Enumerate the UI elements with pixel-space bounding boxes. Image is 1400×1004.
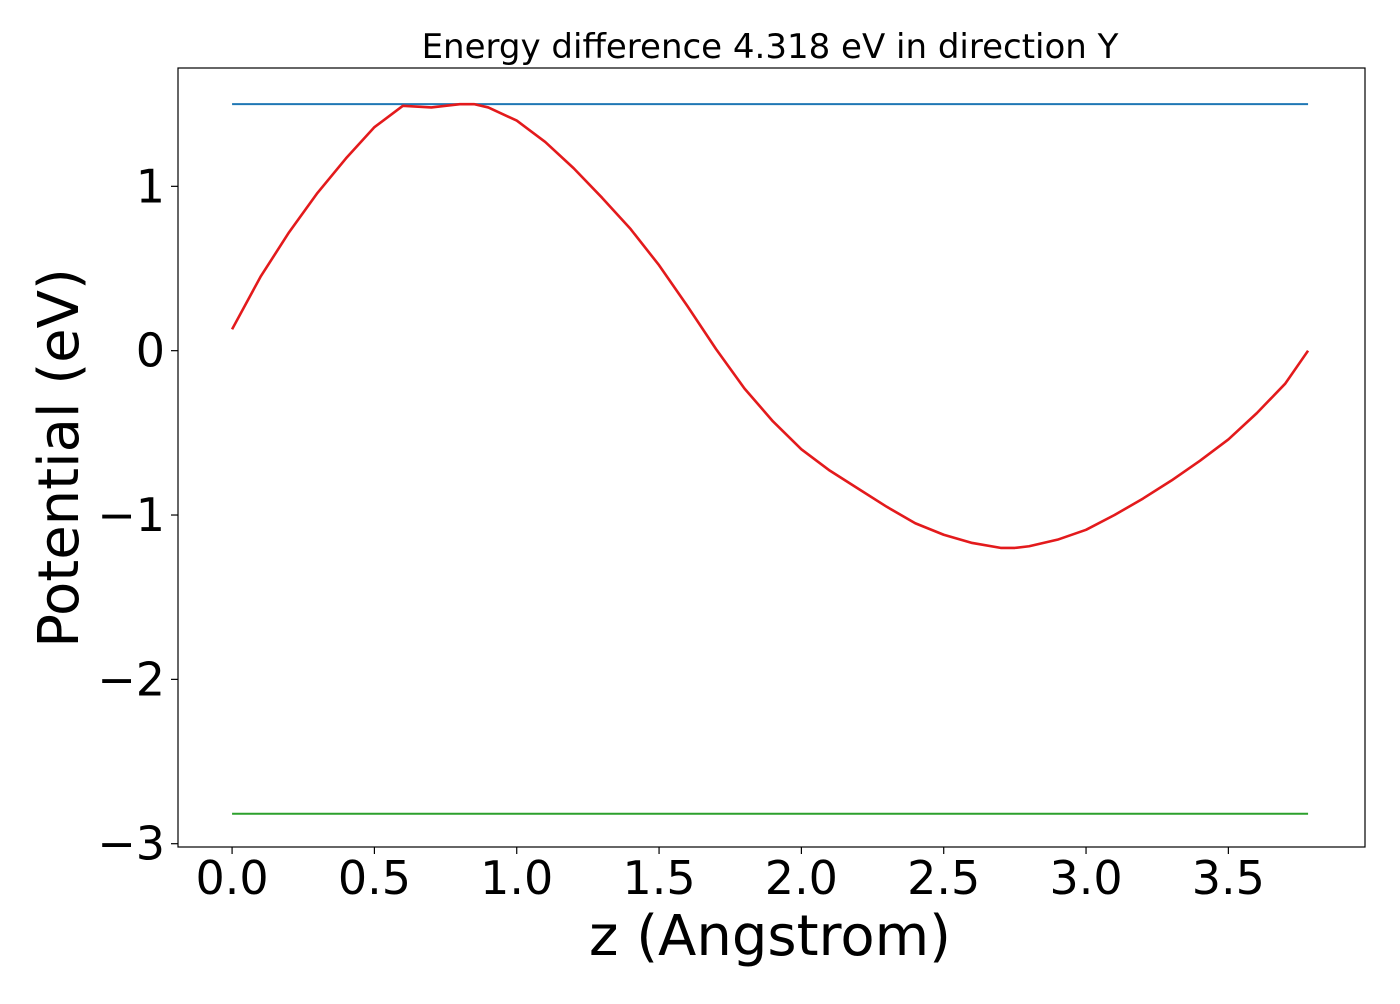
axis-ticks: 0.0 0.5 1.0 1.5 2.0 2.5 3.0 3.5 1 0 −1 −2 −3 — [97, 159, 1265, 905]
x-tick-label: 0.5 — [338, 851, 411, 905]
x-tick-label: 2.0 — [765, 851, 838, 905]
x-tick-label: 3.0 — [1049, 851, 1122, 905]
plot-area — [177, 67, 1366, 848]
series-line-3 — [230, 102, 1310, 550]
chart-title: Energy difference 4.318 eV in direction … — [422, 27, 1119, 67]
y-tick-label: −2 — [97, 652, 165, 706]
x-axis-label: z (Angstrom) — [589, 904, 951, 969]
y-tick-label: −1 — [97, 488, 165, 542]
y-axis-label: Potential (eV) — [27, 268, 92, 648]
x-tick-label: 0.0 — [196, 851, 269, 905]
x-tick-label: 1.0 — [480, 851, 553, 905]
x-tick-label: 2.5 — [907, 851, 980, 905]
axes-frame — [177, 67, 1366, 848]
x-tick-label: 3.5 — [1192, 851, 1265, 905]
y-tick-label: 1 — [136, 159, 165, 213]
y-tick-label: 0 — [136, 324, 165, 378]
x-tick-label: 1.5 — [622, 851, 695, 905]
y-tick-label: −3 — [97, 817, 165, 871]
